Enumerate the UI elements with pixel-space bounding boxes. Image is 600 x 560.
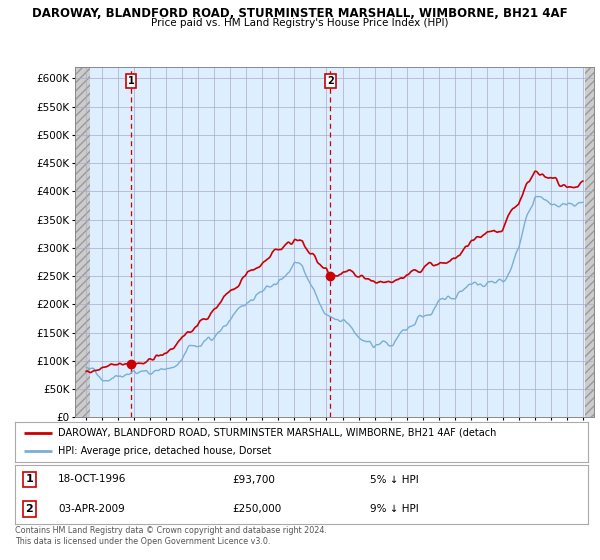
Text: £93,700: £93,700 (233, 474, 275, 484)
Text: 2: 2 (327, 76, 334, 86)
Text: HPI: Average price, detached house, Dorset: HPI: Average price, detached house, Dors… (58, 446, 271, 456)
Text: 03-APR-2009: 03-APR-2009 (58, 504, 125, 514)
Text: DAROWAY, BLANDFORD ROAD, STURMINSTER MARSHALL, WIMBORNE, BH21 4AF (detach: DAROWAY, BLANDFORD ROAD, STURMINSTER MAR… (58, 428, 496, 437)
Text: 5% ↓ HPI: 5% ↓ HPI (370, 474, 419, 484)
Text: DAROWAY, BLANDFORD ROAD, STURMINSTER MARSHALL, WIMBORNE, BH21 4AF: DAROWAY, BLANDFORD ROAD, STURMINSTER MAR… (32, 7, 568, 20)
Text: Contains HM Land Registry data © Crown copyright and database right 2024.
This d: Contains HM Land Registry data © Crown c… (15, 526, 327, 546)
Bar (75, 67, 90, 417)
Text: Price paid vs. HM Land Registry's House Price Index (HPI): Price paid vs. HM Land Registry's House … (151, 18, 449, 28)
Text: 9% ↓ HPI: 9% ↓ HPI (370, 504, 419, 514)
Text: 1: 1 (25, 474, 33, 484)
Bar (585, 67, 600, 417)
Text: £250,000: £250,000 (233, 504, 282, 514)
Text: 18-OCT-1996: 18-OCT-1996 (58, 474, 127, 484)
Text: 2: 2 (25, 504, 33, 514)
Text: 1: 1 (128, 76, 134, 86)
